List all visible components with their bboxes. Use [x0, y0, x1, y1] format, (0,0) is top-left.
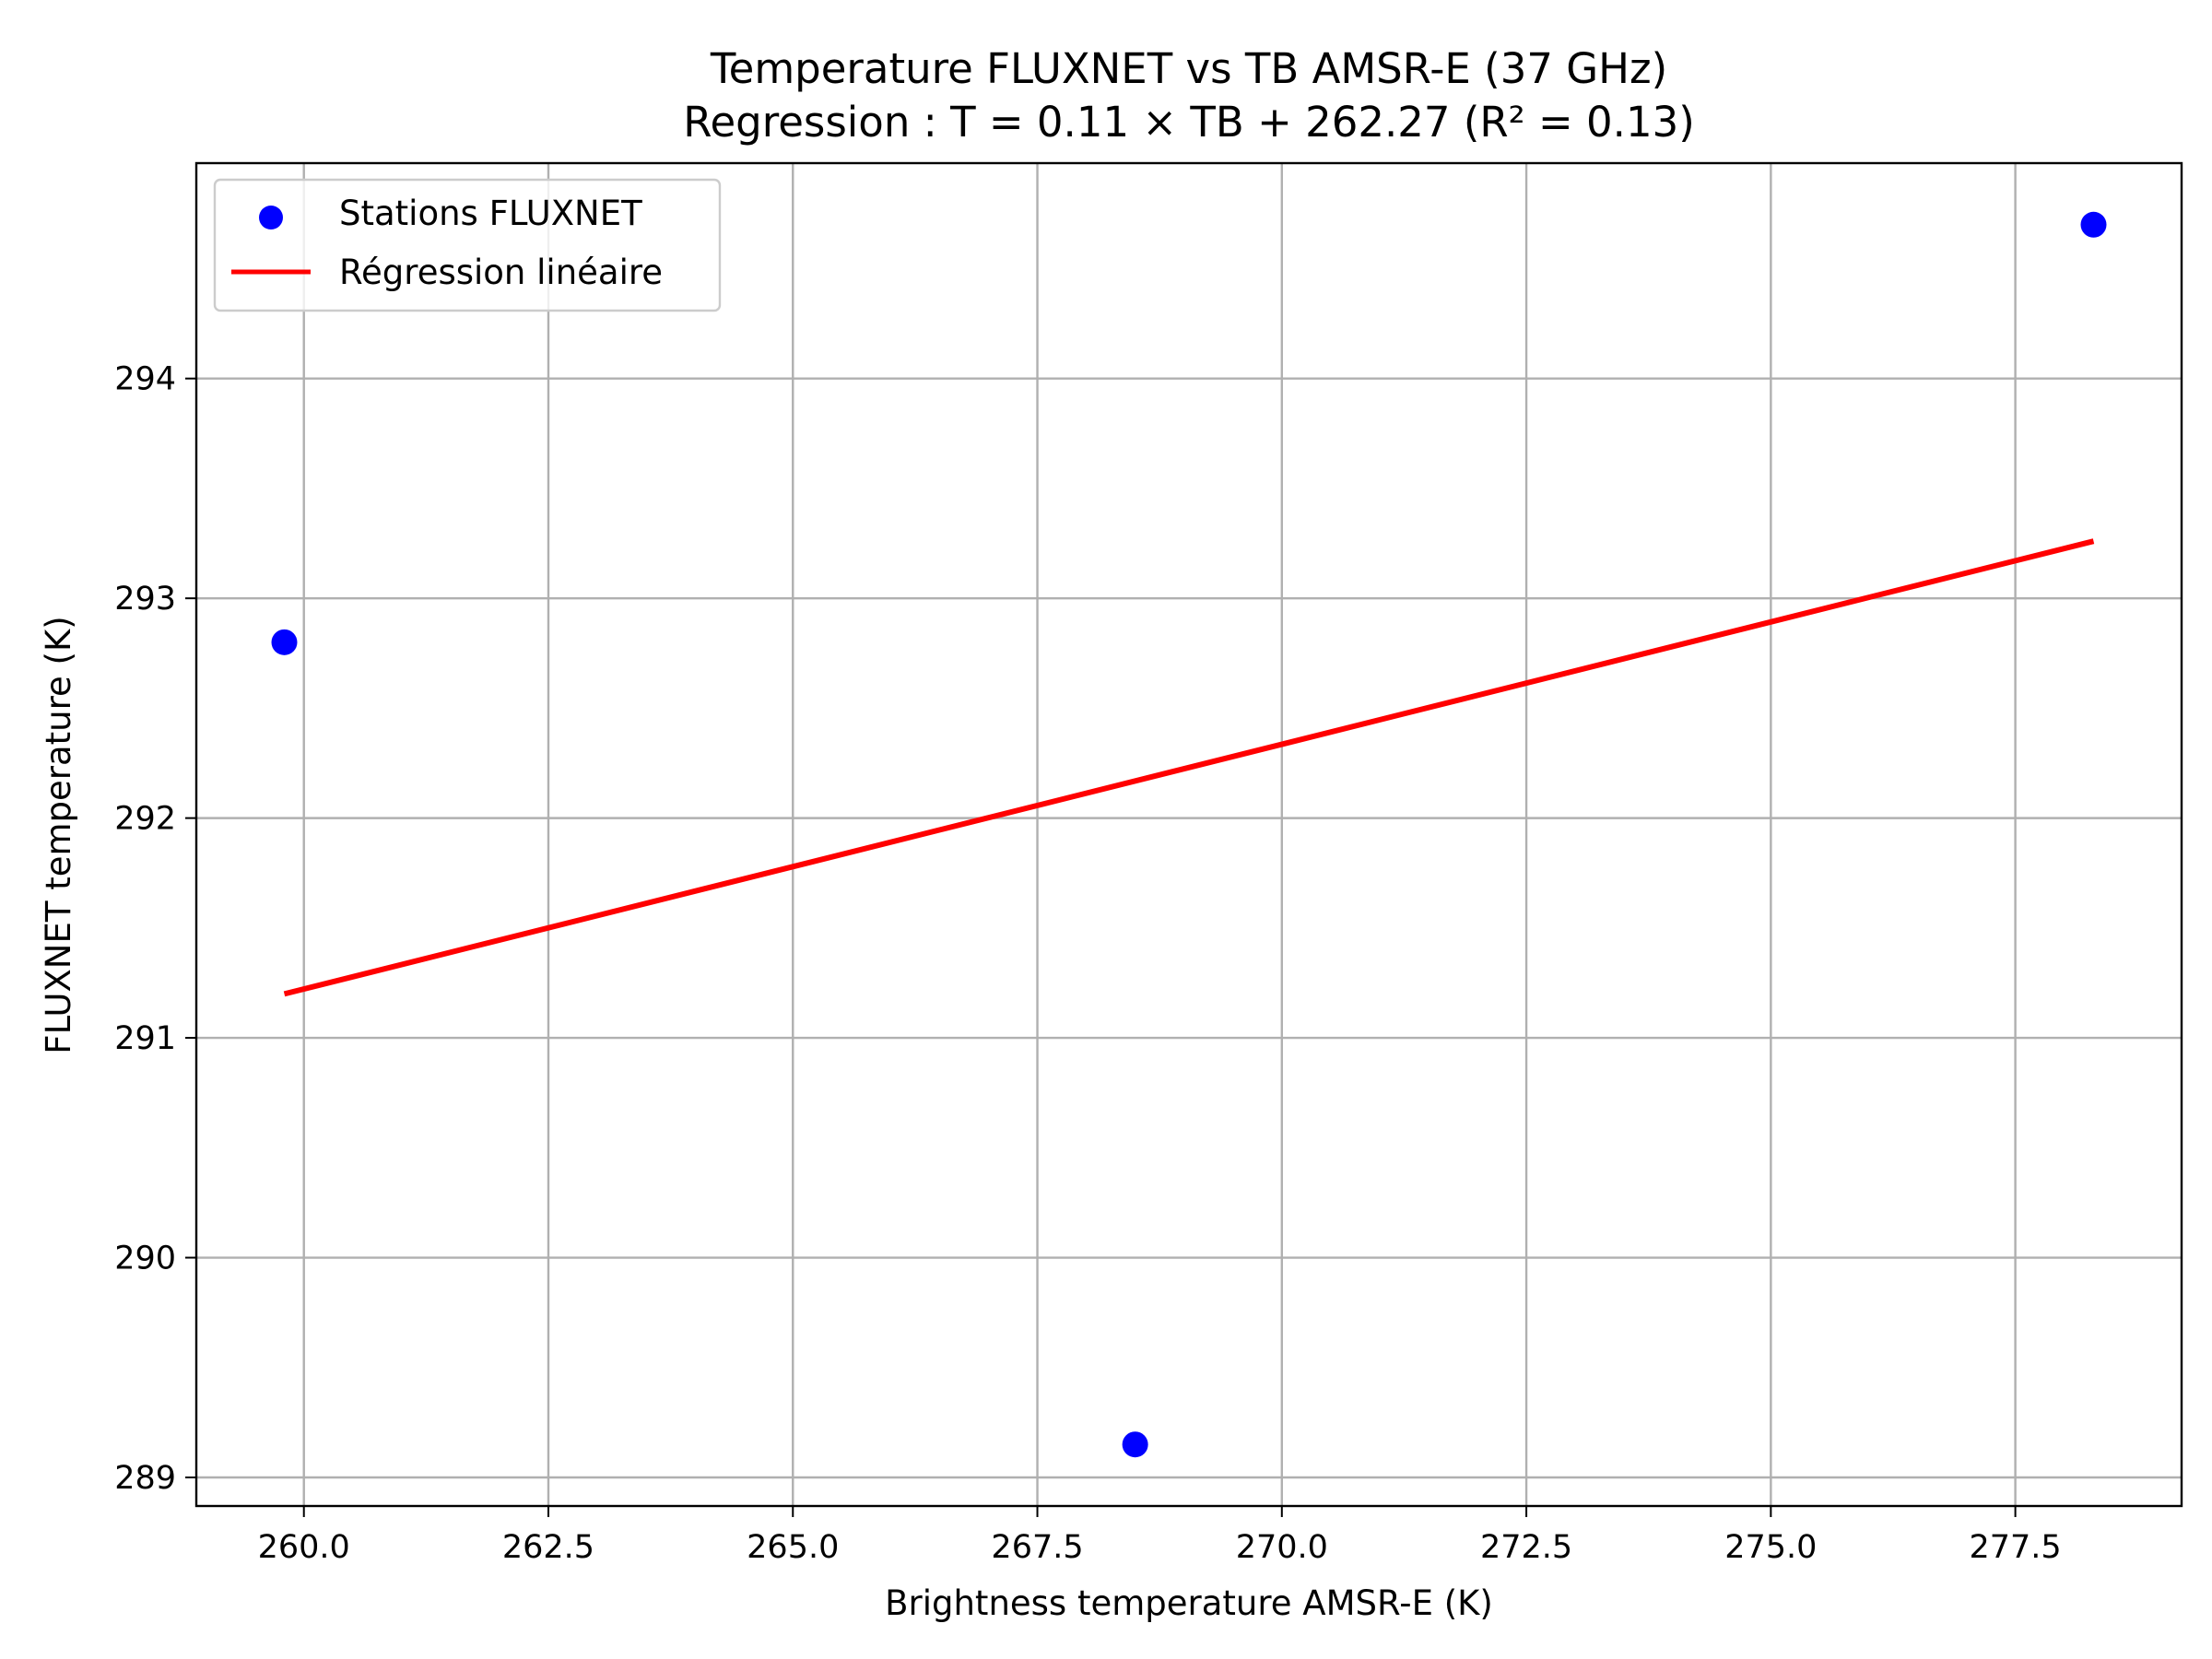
y-tick-label: 293	[114, 581, 176, 618]
y-tick-label: 291	[114, 1020, 176, 1057]
legend-label-regression: Régression linéaire	[339, 253, 663, 292]
plot-frame	[194, 161, 2183, 1508]
plot-series	[271, 211, 2107, 1458]
grid	[196, 163, 2182, 1506]
y-tick-label: 292	[114, 801, 176, 838]
station-point	[1122, 1431, 1148, 1458]
legend: Stations FLUXNET Régression linéaire	[213, 178, 722, 312]
regression-line	[283, 538, 2095, 997]
station-point	[271, 629, 298, 655]
legend-box	[213, 178, 722, 312]
y-axis-ticks: 289 290 291 292 293 294	[114, 361, 196, 1497]
legend-marker-stations	[259, 206, 283, 229]
x-tick-label: 277.5	[1970, 1529, 2062, 1566]
y-tick-label: 289	[114, 1460, 176, 1497]
x-tick-label: 272.5	[1480, 1529, 1572, 1566]
station-point	[2080, 211, 2107, 238]
y-axis-label: FLUXNET temperature (K)	[39, 616, 78, 1053]
x-tick-label: 270.0	[1236, 1529, 1328, 1566]
chart-title: Temperature FLUXNET vs TB AMSR-E (37 GHz…	[710, 44, 1667, 93]
y-tick-label: 290	[114, 1241, 176, 1277]
legend-label-stations: Stations FLUXNET	[339, 194, 642, 233]
x-axis-label: Brightness temperature AMSR-E (K)	[885, 1583, 1493, 1623]
x-tick-label: 275.0	[1724, 1529, 1817, 1566]
x-tick-label: 265.0	[747, 1529, 839, 1566]
x-tick-label: 267.5	[991, 1529, 1083, 1566]
y-tick-label: 294	[114, 361, 176, 398]
chart-subtitle: Regression : T = 0.11 × TB + 262.27 (R² …	[683, 98, 1695, 147]
x-axis-ticks: 260.0 262.5 265.0 267.5 270.0 272.5 275.0 277.5	[258, 1506, 2062, 1566]
x-tick-label: 260.0	[258, 1529, 350, 1566]
x-tick-label: 262.5	[502, 1529, 594, 1566]
